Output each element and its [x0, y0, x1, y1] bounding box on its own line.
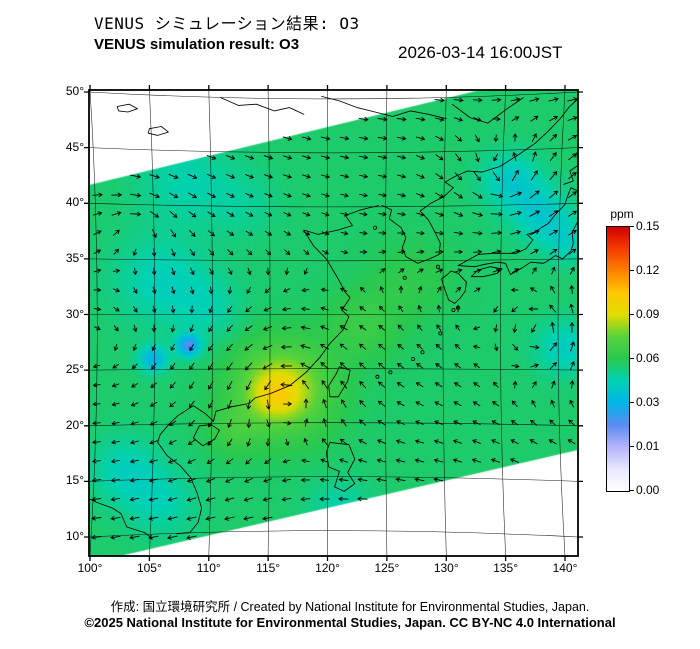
- island-mark: [375, 374, 380, 379]
- colorbar-unit-label: ppm: [610, 207, 634, 221]
- colorbar-tick-mark: [629, 226, 634, 227]
- x-tick-label: 140°: [552, 561, 578, 575]
- colorbar-tick-label: 0.06: [636, 351, 660, 365]
- colorbar-tick-label: 0.01: [636, 439, 660, 453]
- credit-line: 作成: 国立環境研究所 / Created by National Instit…: [110, 600, 590, 614]
- page-title-japanese: VENUS シミュレーション結果: O3: [94, 14, 360, 33]
- map-plot: [84, 85, 583, 561]
- y-tick-label: 45°: [65, 139, 84, 154]
- y-tick-label: 10°: [65, 529, 84, 543]
- island-mark: [438, 331, 443, 336]
- axis-ticks: [84, 85, 583, 561]
- graticule-lines: [88, 89, 579, 557]
- timestamp: 2026-03-14 16:00JST: [398, 43, 563, 62]
- colorbar-tick-label: 0.03: [636, 395, 660, 409]
- colorbar-tick-mark: [629, 270, 634, 271]
- colorbar-tick-mark: [629, 314, 634, 315]
- island-mark: [388, 370, 393, 375]
- map-layers: [88, 89, 579, 557]
- colorbar-tick-label: 0.15: [636, 219, 660, 233]
- x-tick-label: 135°: [493, 561, 519, 575]
- map-frame: [88, 89, 579, 557]
- island-mark: [402, 275, 407, 280]
- coastlines: [89, 95, 579, 539]
- island-mark: [435, 264, 440, 269]
- x-tick-label: 115°: [256, 561, 281, 575]
- y-tick-label: 30°: [65, 306, 84, 321]
- colorbar-tick-label: 0.12: [636, 263, 660, 277]
- license-line: ©2025 National Institute for Environment…: [84, 615, 616, 630]
- map-overlay: [84, 85, 583, 561]
- colorbar-tick-mark: [629, 402, 634, 403]
- y-tick-label: 20°: [65, 417, 84, 432]
- colorbar-tick-mark: [629, 490, 634, 491]
- x-tick-label: 130°: [433, 561, 459, 575]
- x-tick-label: 120°: [315, 561, 340, 575]
- y-tick-label: 40°: [65, 195, 84, 210]
- page-title-english: VENUS simulation result: O3: [94, 36, 300, 53]
- wind-arrows: [91, 97, 579, 540]
- x-tick-label: 125°: [374, 561, 400, 575]
- y-tick-label: 50°: [65, 84, 84, 98]
- island-mark: [420, 350, 425, 355]
- colorbar-tick-mark: [629, 358, 634, 359]
- colorbar-tick-label: 0.09: [636, 307, 660, 321]
- colorbar-tick-label: 0.00: [636, 483, 660, 497]
- y-tick-label: 15°: [65, 473, 84, 488]
- x-tick-label: 100°: [77, 561, 103, 575]
- island-mark: [410, 356, 415, 361]
- island-mark: [372, 225, 377, 230]
- island-mark: [451, 308, 456, 313]
- x-tick-label: 105°: [136, 561, 162, 575]
- x-tick-label: 110°: [196, 561, 221, 575]
- y-tick-label: 25°: [65, 362, 84, 377]
- y-tick-label: 35°: [65, 250, 84, 265]
- colorbar-gradient: [606, 226, 630, 492]
- colorbar-tick-mark: [629, 446, 634, 447]
- small-islands: [372, 225, 461, 379]
